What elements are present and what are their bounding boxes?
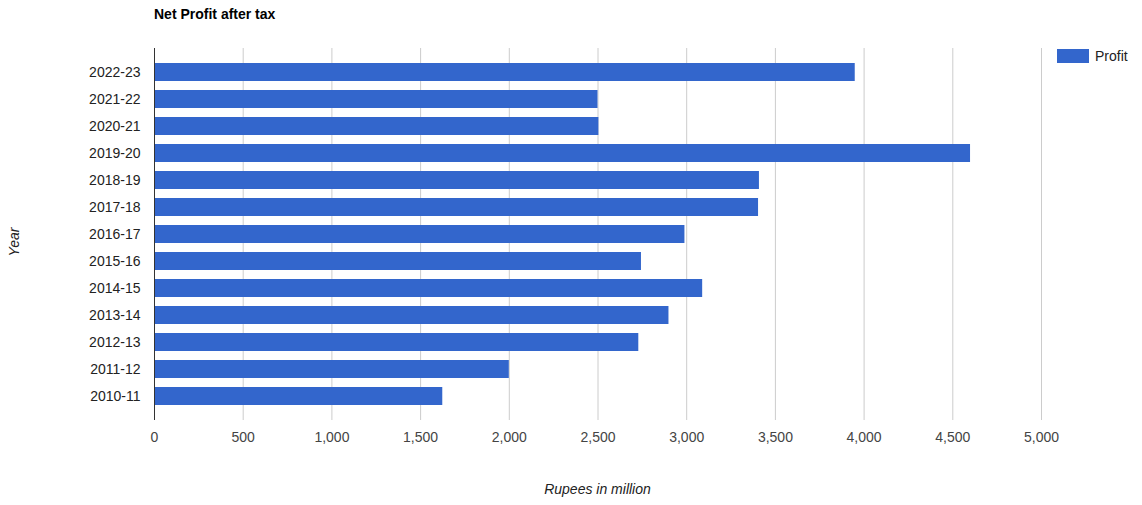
svg-text:0: 0 — [151, 429, 159, 445]
svg-text:2021-22: 2021-22 — [89, 91, 141, 107]
svg-text:2,500: 2,500 — [580, 429, 615, 445]
svg-text:5,000: 5,000 — [1024, 429, 1059, 445]
html-text:Profit: Profit — [1095, 48, 1128, 64]
svg-text:2020-21: 2020-21 — [89, 118, 141, 134]
svg-text:2015-16: 2015-16 — [89, 253, 141, 269]
html-text:Year: Year — [6, 227, 22, 257]
svg-text:2016-17: 2016-17 — [89, 226, 141, 242]
svg-text:4,500: 4,500 — [935, 429, 970, 445]
html-text:Net Profit after tax: Net Profit after tax — [154, 6, 276, 22]
svg-text:3,000: 3,000 — [669, 429, 704, 445]
svg-text:2010-11: 2010-11 — [90, 388, 141, 404]
svg-text:1,500: 1,500 — [403, 429, 438, 445]
svg-text:2012-13: 2012-13 — [89, 334, 141, 350]
svg-text:2011-12: 2011-12 — [90, 361, 141, 377]
svg-text:2018-19: 2018-19 — [89, 172, 141, 188]
svg-text:4,000: 4,000 — [847, 429, 882, 445]
svg-text:2022-23: 2022-23 — [89, 64, 141, 80]
svg-text:2017-18: 2017-18 — [89, 199, 141, 215]
svg-text:2014-15: 2014-15 — [89, 280, 141, 296]
svg-text:2013-14: 2013-14 — [89, 307, 141, 323]
svg-text:1,000: 1,000 — [314, 429, 349, 445]
html-text:Rupees in million: Rupees in million — [544, 481, 651, 497]
svg-text:2019-20: 2019-20 — [89, 145, 141, 161]
svg-text:3,500: 3,500 — [758, 429, 793, 445]
svg-text:500: 500 — [232, 429, 256, 445]
svg-text:2,000: 2,000 — [492, 429, 527, 445]
